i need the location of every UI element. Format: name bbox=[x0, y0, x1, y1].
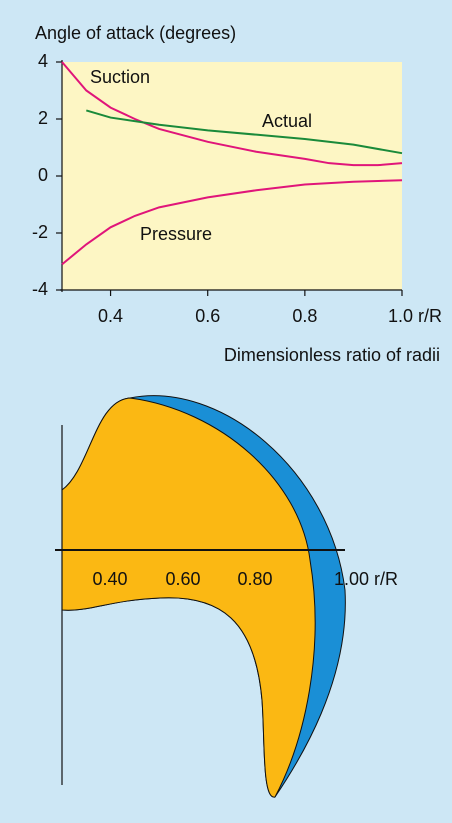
x-tick-label: 0.4 bbox=[98, 306, 123, 326]
y-tick-label: 2 bbox=[38, 108, 48, 128]
y-tick-label: 0 bbox=[38, 165, 48, 185]
x-tick-label: 0.8 bbox=[292, 306, 317, 326]
x-axis-label: Dimensionless ratio of radii bbox=[224, 345, 440, 365]
page: Angle of attack (degrees) Dimensionless … bbox=[0, 0, 452, 823]
x-tick-label: 0.6 bbox=[195, 306, 220, 326]
blade-axis-label: 0.40 bbox=[92, 569, 127, 589]
plot-area bbox=[62, 62, 402, 290]
y-tick-label: -4 bbox=[32, 279, 48, 299]
series-label: Actual bbox=[262, 111, 312, 131]
y-tick-label: -2 bbox=[32, 222, 48, 242]
series-label: Suction bbox=[90, 67, 150, 87]
blade-axis-label: 0.60 bbox=[165, 569, 200, 589]
blade-axis-label: 1.00 r/R bbox=[334, 569, 398, 589]
blade-axis-label: 0.80 bbox=[237, 569, 272, 589]
figure: Angle of attack (degrees) Dimensionless … bbox=[0, 0, 452, 823]
series-label: Pressure bbox=[140, 224, 212, 244]
chart-title: Angle of attack (degrees) bbox=[35, 23, 236, 43]
x-tick-label: 1.0 r/R bbox=[388, 306, 442, 326]
y-tick-label: 4 bbox=[38, 51, 48, 71]
